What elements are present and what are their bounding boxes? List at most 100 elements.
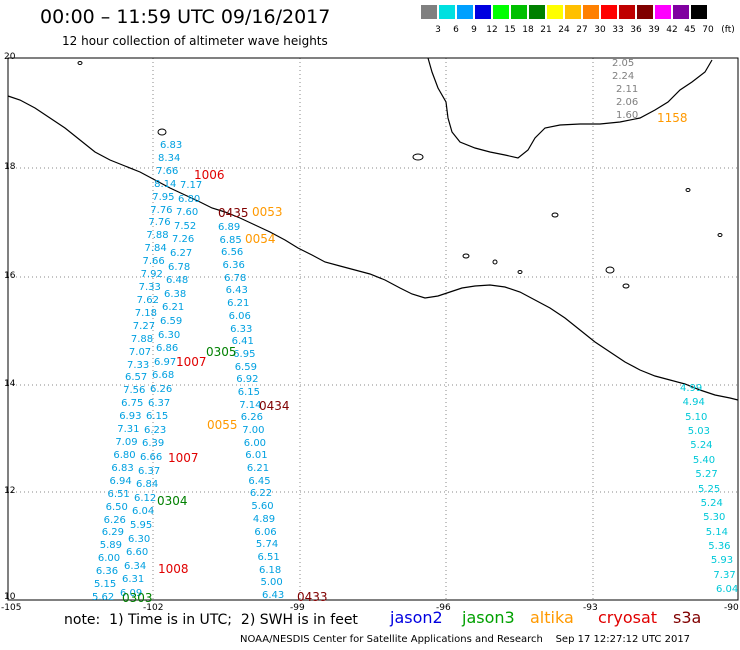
wave-height-value: 4.94 <box>682 397 705 409</box>
wave-height-value: 6.09 <box>120 588 143 599</box>
wave-height-value: 6.18 <box>258 564 282 576</box>
wave-height-value: 6.39 <box>142 438 165 450</box>
wave-height-value: 6.95 <box>233 348 256 360</box>
legend-label: 6 <box>453 25 459 35</box>
wave-height-value: 6.12 <box>134 492 157 504</box>
wave-height-value: 6.86 <box>156 343 179 355</box>
wave-height-value: 8.34 <box>158 152 181 164</box>
wave-height-value: 6.26 <box>240 412 264 424</box>
legend-swatch <box>439 5 455 19</box>
legend-label: 30 <box>594 25 606 35</box>
wave-height-value: 6.36 <box>222 260 245 272</box>
legend-label: 33 <box>612 25 624 35</box>
wave-height-value: 7.95 <box>152 191 175 203</box>
wave-height-value: 6.51 <box>107 488 130 500</box>
wave-height-value: 7.66 <box>142 256 165 268</box>
wave-height-value: 6.37 <box>138 465 161 477</box>
credit-line: NOAA/NESDIS Center for Satellite Applica… <box>240 634 691 645</box>
wave-height-value: 5.95 <box>130 520 153 531</box>
wave-height-value: 7.00 <box>242 425 265 437</box>
wave-height-value: 6.30 <box>128 533 151 545</box>
wave-height-value: 5.14 <box>705 526 728 538</box>
legend-label: 3 <box>435 25 441 35</box>
lon-label: -99 <box>290 603 305 613</box>
satellite-jason2: jason2 <box>390 608 443 627</box>
legend-swatch <box>565 5 581 19</box>
wave-height-value: 6.31 <box>122 574 145 586</box>
satellite-cryosat: cryosat <box>598 608 658 627</box>
wave-height-value: 6.30 <box>158 329 181 341</box>
legend-swatch <box>655 5 671 19</box>
satellite-altika: altika <box>530 608 574 627</box>
legend-swatch <box>547 5 563 19</box>
wave-height-value: 6.51 <box>257 551 280 563</box>
wave-height-value: 6.06 <box>228 310 251 322</box>
wave-height-value: 6.33 <box>230 323 253 335</box>
wave-height-value: 7.60 <box>176 207 199 219</box>
wave-height-value: 5.24 <box>700 497 723 509</box>
legend-swatch <box>421 5 437 19</box>
pass-time-label: 0303 <box>122 591 153 605</box>
legend-label: 9 <box>471 25 477 35</box>
pass-time-label: 0434 <box>259 399 290 413</box>
wave-height-value: 6.59 <box>234 361 257 373</box>
wave-height-value: 6.85 <box>219 234 242 246</box>
wave-height-value: 6.57 <box>125 372 148 384</box>
wave-height-value: 7.66 <box>156 165 179 177</box>
pass-time-label: 1007 <box>176 355 207 369</box>
wave-height-value: 6.89 <box>218 222 241 233</box>
pass-time-label: 0304 <box>157 494 188 508</box>
wave-height-value: 5.24 <box>690 440 713 452</box>
pass-time-label: 0435 <box>218 206 249 220</box>
wave-height-value: 6.21 <box>162 302 185 314</box>
wave-height-value: 6.93 <box>119 411 142 423</box>
map-subtitle: 12 hour collection of altimeter wave hei… <box>62 34 328 48</box>
wave-height-value: 6.34 <box>124 560 147 572</box>
wave-height-value: 6.37 <box>148 397 171 409</box>
wave-height-value: 1.60 <box>616 110 639 121</box>
lat-label: 14 <box>4 379 16 389</box>
legend-swatch <box>619 5 635 19</box>
gulf-coastline <box>427 57 713 159</box>
wave-height-value: 6.04 <box>716 584 739 595</box>
pass-time-label: 1006 <box>194 168 225 182</box>
wave-height-value: 7.17 <box>180 180 203 191</box>
wave-height-value: 6.75 <box>121 398 144 410</box>
graticule <box>8 58 738 600</box>
wave-height-value: 6.38 <box>164 288 187 300</box>
lat-label: 16 <box>4 271 16 281</box>
legend-swatch <box>529 5 545 19</box>
wave-height-value: 6.78 <box>168 261 191 273</box>
pass-time-label: 0433 <box>297 590 328 604</box>
wave-height-value: 2.05 <box>612 58 635 69</box>
legend-label: 39 <box>648 25 660 35</box>
pass-time-label: 0305 <box>206 345 237 359</box>
wave-height-value: 6.92 <box>236 374 259 386</box>
wave-height-value: 5.03 <box>687 426 710 438</box>
lon-label: -93 <box>583 603 598 613</box>
legend-label: 24 <box>558 25 570 35</box>
wave-height-value: 7.09 <box>115 437 138 449</box>
legend-swatch <box>637 5 653 19</box>
legend-label: 12 <box>486 25 498 35</box>
wave-height-value: 6.00 <box>97 553 121 565</box>
wave-height-value: 6.48 <box>166 275 189 287</box>
lon-label: -96 <box>436 603 451 613</box>
islands <box>77 61 723 289</box>
wave-height-value: 7.31 <box>117 424 140 436</box>
wave-height-value: 6.29 <box>101 527 124 539</box>
legend-label: 15 <box>504 25 516 35</box>
wave-height-value: 7.52 <box>174 220 197 232</box>
wave-height-value: 6.22 <box>249 488 273 500</box>
wave-height-value: 5.89 <box>99 540 123 552</box>
wave-height-value: 7.76 <box>148 217 171 229</box>
wave-height-value: 6.04 <box>132 506 155 518</box>
pass-time-label: 1158 <box>657 111 688 125</box>
legend-swatch <box>601 5 617 19</box>
wave-height-value: 6.41 <box>231 336 254 348</box>
wave-height-value: 6.43 <box>225 285 248 297</box>
wave-height-value: 7.84 <box>144 243 167 255</box>
wave-height-value: 7.92 <box>140 269 163 281</box>
lat-label: 20 <box>4 52 16 62</box>
legend-swatch <box>583 5 599 19</box>
